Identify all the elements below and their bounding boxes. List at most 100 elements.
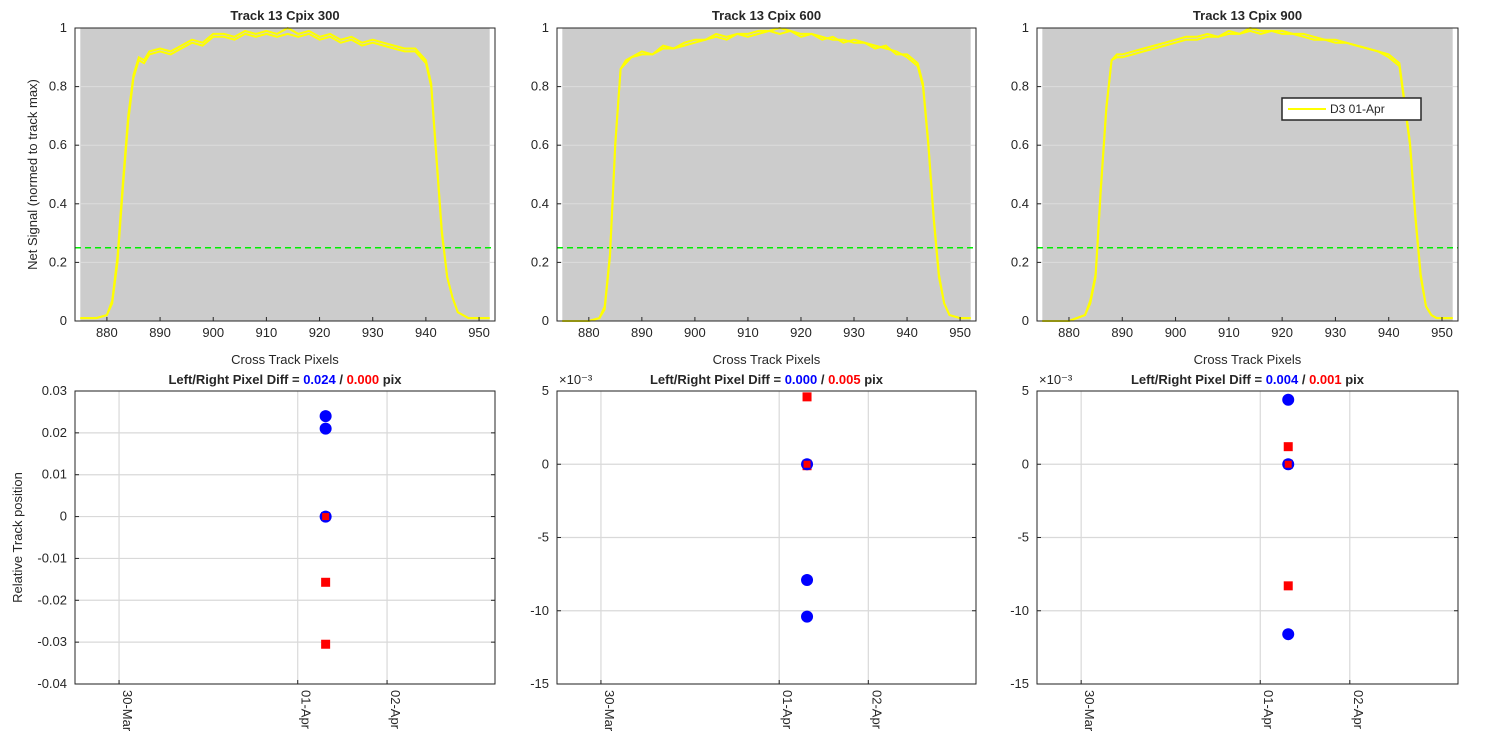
right-marker — [802, 392, 812, 402]
y-tick-label: 0.2 — [49, 254, 67, 269]
x-tick-label: 930 — [1325, 325, 1347, 340]
y-tick-label: 0.2 — [531, 254, 549, 269]
y-tick-label: 0 — [1022, 456, 1029, 471]
title-separator: / — [336, 372, 347, 387]
diff-panel-3: -15 -10 -5 0 5 30-Mar 01-Apr 02-Apr Left/Right P… — [1010, 372, 1459, 732]
axes-box — [74, 390, 496, 685]
y-tick-label: 0.8 — [1011, 79, 1029, 94]
y-tick-label: 1 — [60, 20, 67, 35]
x-tick-label: 940 — [415, 325, 437, 340]
x-tick-label: 01-Apr — [780, 690, 795, 730]
title-prefix: Left/Right Pixel Diff = — [650, 372, 785, 387]
y-exponent-label: ×10⁻³ — [1039, 372, 1073, 387]
y-tick-label: -0.02 — [37, 592, 67, 607]
x-tick-label: 890 — [149, 325, 171, 340]
x-tick-label: 940 — [896, 325, 918, 340]
x-tick-label: 900 — [1165, 325, 1187, 340]
right-diff-value: 0.000 — [347, 372, 380, 387]
title-unit: pix — [861, 372, 884, 387]
left-diff-value: 0.024 — [303, 372, 336, 387]
right-marker — [1283, 442, 1293, 452]
y-tick-label: 0.8 — [49, 79, 67, 94]
signal-line-2 — [1042, 26, 1453, 322]
y-tick-label: 0 — [60, 313, 67, 328]
axes-box — [74, 27, 496, 322]
x-tick-label: 950 — [468, 325, 490, 340]
y-tick-label: 0.2 — [1011, 254, 1029, 269]
panel-title: Track 13 Cpix 900 — [1193, 8, 1302, 23]
y-tick-label: 0.03 — [42, 383, 67, 398]
x-tick-label: 30-Mar — [1082, 690, 1097, 732]
panel-title: Left/Right Pixel Diff = 0.004 / 0.001 pi… — [1131, 372, 1365, 387]
axes-box — [1036, 27, 1459, 322]
right-marker — [321, 639, 331, 649]
y-tick-label: -10 — [530, 603, 549, 618]
legend-box — [1281, 97, 1422, 121]
left-marker — [801, 573, 814, 586]
axes-box — [556, 27, 977, 322]
x-tick-label: 01-Apr — [1261, 690, 1276, 730]
x-tick-label: 30-Mar — [120, 690, 135, 732]
legend-label: D3 01-Apr — [1330, 102, 1385, 116]
y-tick-label: -5 — [1017, 530, 1029, 545]
x-tick-label: 910 — [737, 325, 759, 340]
y-exponent-label: ×10⁻³ — [559, 372, 593, 387]
x-tick-label: 02-Apr — [388, 690, 403, 730]
x-tick-label: 910 — [1218, 325, 1240, 340]
x-tick-label: 30-Mar — [602, 690, 617, 732]
signal-panel-1: 880 890 900 910 920 930 940 950 0 0.2 0.4 0.6 0.8 1 Tr… — [25, 8, 496, 367]
x-tick-label: 02-Apr — [869, 690, 884, 730]
y-tick-label: 5 — [1022, 383, 1029, 398]
right-marker-overlap — [1284, 460, 1292, 468]
x-tick-label: 940 — [1378, 325, 1400, 340]
x-tick-label: 950 — [949, 325, 971, 340]
x-tick-label: 930 — [362, 325, 384, 340]
signal-panel-2: 880 890 900 910 920 930 940 950 0 0.2 0.4 0.6 0.8 1 Tr… — [531, 8, 977, 367]
y-tick-label: 0.6 — [1011, 137, 1029, 152]
y-tick-label: 0.4 — [531, 196, 549, 211]
left-diff-value: 0.000 — [785, 372, 818, 387]
x-tick-label: 880 — [578, 325, 600, 340]
x-tick-label: 890 — [631, 325, 653, 340]
right-marker — [1283, 581, 1293, 591]
y-tick-label: -5 — [537, 530, 549, 545]
y-tick-label: 0 — [542, 456, 549, 471]
shaded-region — [80, 28, 490, 321]
right-marker-overlap — [803, 460, 811, 468]
x-tick-label: 930 — [843, 325, 865, 340]
diff-panel-2: -15 -10 -5 0 5 30-Mar 01-Apr 02-Apr Left/Right P… — [530, 372, 977, 732]
y-tick-label: 0.01 — [42, 467, 67, 482]
right-diff-value: 0.005 — [828, 372, 861, 387]
panel-title: Left/Right Pixel Diff = 0.024 / 0.000 pi… — [168, 372, 402, 387]
signal-line-2 — [80, 26, 490, 320]
y-tick-label: 0 — [1022, 313, 1029, 328]
left-marker — [1282, 628, 1295, 641]
shaded-region — [562, 28, 971, 321]
title-prefix: Left/Right Pixel Diff = — [168, 372, 303, 387]
title-separator: / — [817, 372, 828, 387]
x-tick-label: 02-Apr — [1351, 690, 1366, 730]
x-axis-label: Cross Track Pixels — [231, 352, 339, 367]
right-marker-overlap — [322, 513, 330, 521]
panel-title: Left/Right Pixel Diff = 0.000 / 0.005 pi… — [650, 372, 884, 387]
right-marker — [321, 577, 331, 587]
y-tick-label: -0.01 — [37, 550, 67, 565]
right-diff-value: 0.001 — [1309, 372, 1342, 387]
x-tick-label: 910 — [256, 325, 278, 340]
y-axis-label: Relative Track position — [10, 472, 25, 603]
left-marker — [319, 410, 332, 423]
y-tick-label: 0.4 — [1011, 196, 1029, 211]
y-tick-label: -15 — [530, 676, 549, 691]
diff-panel-1: -0.04 -0.03 -0.02 -0.01 0 0.01 0.02 0.03 30-Mar 0… — [10, 372, 496, 732]
x-tick-label: 01-Apr — [299, 690, 314, 730]
left-marker — [319, 422, 332, 435]
title-prefix: Left/Right Pixel Diff = — [1131, 372, 1266, 387]
panel-title: Track 13 Cpix 600 — [712, 8, 821, 23]
y-tick-label: -0.04 — [37, 676, 67, 691]
y-tick-label: 0 — [542, 313, 549, 328]
panel-title: Track 13 Cpix 300 — [230, 8, 339, 23]
left-marker — [801, 610, 814, 623]
x-tick-label: 880 — [1058, 325, 1080, 340]
x-axis-label: Cross Track Pixels — [713, 352, 821, 367]
